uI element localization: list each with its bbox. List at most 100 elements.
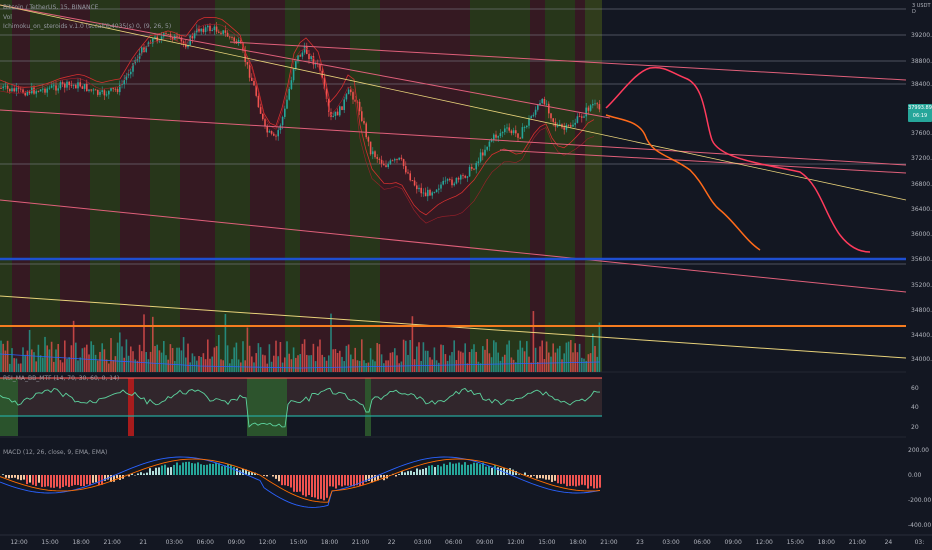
volume-bar (400, 361, 403, 372)
candle-body (471, 166, 473, 169)
candle-body (411, 180, 414, 182)
rsi-overbought-zone (128, 378, 134, 436)
trend-drawings[interactable] (0, 4, 907, 359)
macd-histogram-bar (248, 471, 250, 475)
candle-body (136, 58, 139, 61)
volume-bar (39, 355, 42, 372)
macd-histogram-bar (290, 475, 292, 488)
candle-body (75, 85, 77, 89)
volume-bar (35, 361, 37, 372)
candle-body (191, 35, 194, 39)
macd-histogram-bar (494, 465, 496, 475)
time-tick-label: 18:00 (818, 539, 835, 546)
volume-bar (567, 341, 570, 372)
volume-bar (427, 350, 429, 372)
macd-tick-label: -200.00 (908, 497, 931, 504)
macd-histogram-bar (236, 468, 238, 475)
macd-histogram-bar (296, 475, 298, 492)
macd-histogram-bar (107, 475, 109, 480)
volume-bar (48, 349, 51, 372)
macd-histogram-bar (458, 462, 460, 475)
time-tick-label: 24 (885, 539, 893, 546)
axes: 39200.00 38800.00 38400.00 37600.00 37200.00… (0, 32, 932, 546)
candle-body (103, 90, 106, 96)
volume-bar (328, 355, 330, 372)
candle-body (44, 88, 46, 93)
volume-bar (521, 347, 524, 372)
macd-histogram-bar (455, 463, 457, 475)
macd-histogram-bar (83, 475, 85, 487)
volume-legend[interactable]: Vol (3, 14, 12, 21)
candle-body (233, 37, 235, 42)
volume-bar (66, 358, 68, 372)
price-tick-label: 36400.00 (911, 206, 932, 213)
candle-body (574, 122, 576, 125)
candle-body (222, 30, 224, 34)
volume-bar (53, 361, 55, 372)
trend-line-pink (0, 4, 611, 119)
candle-body (26, 91, 29, 96)
macd-histogram-bar (365, 475, 367, 482)
candle-body (565, 124, 568, 130)
price-tick-label: 35600.00 (911, 256, 932, 263)
volume-bar (391, 352, 394, 372)
macd-histogram-bar (461, 464, 463, 475)
candle-body (453, 183, 455, 186)
macd-histogram-bar (86, 475, 88, 485)
volume-bar (405, 340, 407, 372)
macd-histogram-bar (302, 475, 304, 496)
macd-histogram-bar (410, 470, 412, 475)
candle-body (4, 85, 7, 87)
candle-body (213, 26, 216, 31)
volume-bar (339, 350, 341, 372)
volume-bar (33, 352, 35, 372)
candle-body (416, 185, 418, 190)
macd-histogram-bar (38, 475, 40, 483)
volume-bar (112, 360, 114, 372)
candle-body (198, 28, 200, 32)
candle-body (312, 56, 315, 65)
candle-body (466, 176, 469, 178)
volume-bar (110, 338, 112, 372)
macd-histogram-bar (404, 472, 406, 475)
candle-body (420, 187, 422, 194)
macd-histogram-bar (470, 464, 472, 475)
candle-body (200, 28, 202, 32)
volume-bar (396, 355, 398, 372)
volume-bar (598, 322, 601, 372)
symbol-legend[interactable]: Bitcoin / TetherUS, 15, BINANCE (3, 4, 99, 11)
candle-body (226, 32, 229, 37)
volume-bar (72, 320, 75, 372)
macd-legend[interactable]: MACD (12, 26, close, 9, EMA, EMA) (3, 449, 108, 456)
ichimoku-legend[interactable]: Ichimoku_on_steroids v.1.0 (sccall)b4035… (3, 23, 172, 30)
session-stripe (150, 0, 180, 372)
candle-body (504, 128, 506, 133)
candle-body (167, 34, 169, 35)
macd-histogram-bar (92, 475, 94, 483)
candle-body (369, 141, 372, 155)
volume-bar (240, 362, 242, 372)
volume-bar (332, 349, 334, 372)
macd-histogram-bar (350, 475, 352, 486)
macd-histogram-bar (218, 463, 220, 475)
volume-bar (187, 343, 189, 372)
volume-bar (224, 313, 227, 372)
time-tick-label: 21 (139, 539, 147, 546)
macd-histogram-bar (281, 475, 283, 486)
volume-bar (347, 344, 350, 372)
time-tick-label: 23 (636, 539, 644, 546)
price-scale-currency[interactable]: 3 USDT D (912, 3, 931, 15)
macd-histogram-bar (293, 475, 295, 492)
candle-body (132, 63, 134, 72)
candle-body (66, 81, 68, 88)
ichimoku-cloud-line (0, 23, 595, 224)
candle-body (123, 79, 125, 85)
session-stripe (180, 0, 215, 372)
macd-histogram-bar (146, 472, 148, 475)
time-tick-label: 22 (388, 539, 396, 546)
candle-body (398, 157, 400, 160)
rsi-legend[interactable]: RSI_MA_BB_MTF (14, 70, 30, 60, 0, 14) (3, 375, 120, 382)
candle-body (512, 130, 515, 134)
macd-histogram-bar (59, 475, 61, 489)
